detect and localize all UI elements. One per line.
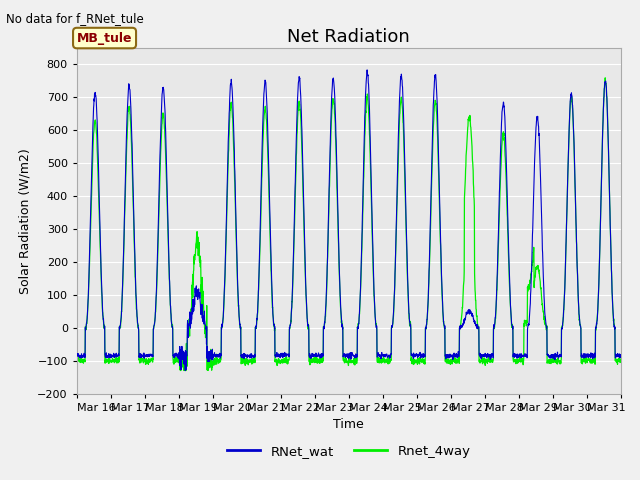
RNet_wat <box>617 352 625 358</box>
Rnet_4way <box>610 318 618 324</box>
Legend: RNet_wat, Rnet_4way: RNet_wat, Rnet_4way <box>222 440 476 463</box>
RNet_wat <box>364 67 371 73</box>
Rnet_4way <box>381 358 389 363</box>
Line: RNet_wat: RNet_wat <box>77 70 621 371</box>
RNet_wat <box>181 368 189 373</box>
Rnet_4way <box>73 355 81 360</box>
RNet_wat <box>513 355 521 361</box>
Rnet_4way <box>543 360 551 365</box>
RNet_wat <box>382 351 390 357</box>
Text: MB_tule: MB_tule <box>77 32 132 45</box>
Line: Rnet_4way: Rnet_4way <box>77 78 621 371</box>
Text: No data for f_RNet_tule: No data for f_RNet_tule <box>6 12 144 25</box>
Rnet_4way <box>127 132 135 138</box>
Rnet_4way <box>177 368 184 373</box>
RNet_wat <box>127 114 135 120</box>
RNet_wat <box>73 352 81 358</box>
RNet_wat <box>610 317 618 323</box>
X-axis label: Time: Time <box>333 418 364 431</box>
Rnet_4way <box>245 357 253 363</box>
Rnet_4way <box>602 75 609 81</box>
RNet_wat <box>245 354 253 360</box>
Title: Net Radiation: Net Radiation <box>287 28 410 47</box>
Rnet_4way <box>513 358 520 364</box>
Y-axis label: Solar Radiation (W/m2): Solar Radiation (W/m2) <box>19 148 32 294</box>
Rnet_4way <box>617 357 625 363</box>
RNet_wat <box>544 352 552 358</box>
